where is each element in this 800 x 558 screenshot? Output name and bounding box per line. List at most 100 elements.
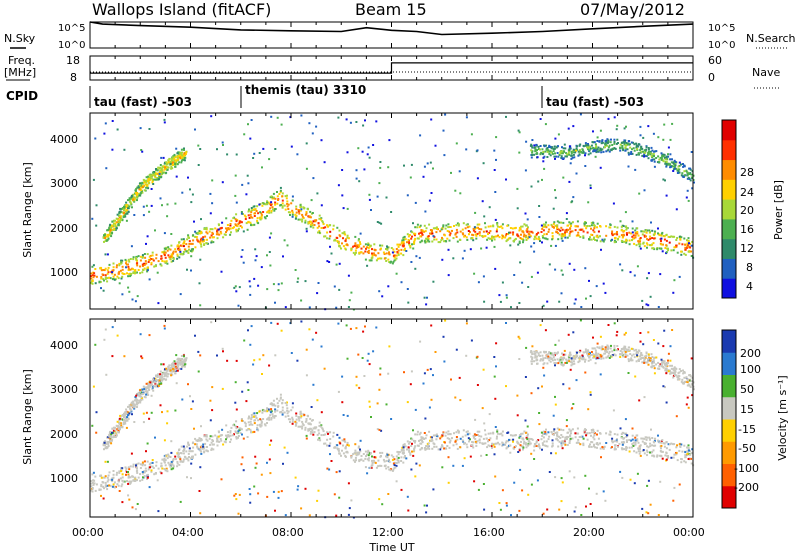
- scatter-cell: [675, 239, 677, 241]
- scatter-cell: [478, 431, 480, 433]
- scatter-cell: [530, 149, 532, 151]
- scatter-cell: [653, 158, 655, 160]
- scatter-cell: [115, 429, 117, 431]
- scatter-cell: [216, 148, 218, 150]
- scatter-cell: [126, 272, 128, 274]
- scatter-cell: [661, 155, 663, 157]
- scatter-cell: [144, 396, 146, 398]
- scatter-cell: [344, 240, 346, 242]
- scatter-cell: [370, 209, 372, 211]
- scatter-cell: [295, 206, 297, 208]
- scatter-cell: [183, 245, 185, 247]
- scatter-cell: [341, 450, 343, 452]
- scatter-cell: [286, 407, 288, 409]
- scatter-cell: [678, 243, 680, 245]
- scatter-cell: [167, 462, 169, 464]
- scatter-cell: [177, 363, 179, 365]
- scatter-cell: [304, 429, 306, 431]
- scatter-cell: [329, 235, 331, 237]
- scatter-cell: [684, 244, 686, 246]
- scatter-cell: [336, 434, 338, 436]
- scatter-cell: [438, 448, 440, 450]
- scatter-cell: [183, 458, 185, 460]
- scatter-cell: [333, 225, 335, 227]
- scatter-cell: [474, 212, 476, 214]
- scatter-cell: [635, 232, 637, 234]
- scatter-cell: [148, 211, 150, 213]
- scatter-cell: [443, 130, 445, 132]
- scatter-cell: [666, 455, 668, 457]
- scatter-cell: [192, 243, 194, 245]
- scatter-cell: [577, 234, 579, 236]
- scatter-cell: [350, 122, 352, 124]
- scatter-cell: [515, 434, 517, 436]
- scatter-cell: [128, 259, 130, 261]
- scatter-cell: [374, 456, 376, 458]
- scatter-cell: [537, 181, 539, 183]
- scatter-cell: [135, 192, 137, 194]
- scatter-cell: [533, 242, 535, 244]
- scatter-cell: [247, 123, 249, 125]
- scatter-cell: [341, 169, 343, 171]
- scatter-cell: [145, 243, 147, 245]
- scatter-cell: [626, 227, 628, 229]
- scatter-cell: [140, 127, 142, 129]
- scatter-cell: [539, 447, 541, 449]
- scatter-cell: [184, 240, 186, 242]
- scatter-cell: [176, 461, 178, 463]
- scatter-cell: [287, 412, 289, 414]
- scatter-cell: [225, 217, 227, 219]
- scatter-cell: [161, 465, 163, 467]
- scatter-cell: [304, 222, 306, 224]
- scatter-cell: [126, 420, 128, 422]
- scatter-cell: [394, 257, 396, 259]
- scatter-cell: [168, 368, 170, 370]
- scatter-cell: [435, 438, 437, 440]
- scatter-cell: [631, 142, 633, 144]
- scatter-cell: [686, 197, 688, 199]
- scatter-cell: [623, 346, 625, 348]
- scatter-cell: [178, 456, 180, 458]
- scatter-cell: [585, 298, 587, 300]
- power-cb-tick-20: 20: [740, 204, 754, 217]
- scatter-cell: [589, 446, 591, 448]
- scatter-cell: [593, 434, 595, 436]
- scatter-cell: [680, 458, 682, 460]
- scatter-cell: [621, 240, 623, 242]
- scatter-cell: [466, 444, 468, 446]
- scatter-cell: [407, 440, 409, 442]
- scatter-cell: [512, 441, 514, 443]
- scatter-cell: [286, 404, 288, 406]
- scatter-cell: [170, 233, 172, 235]
- scatter-cell: [340, 455, 342, 457]
- scatter-cell: [661, 365, 663, 367]
- scatter-cell: [538, 445, 540, 447]
- scatter-cell: [144, 189, 146, 191]
- scatter-cell: [436, 226, 438, 228]
- scatter-cell: [567, 436, 569, 438]
- scatter-cell: [609, 227, 611, 229]
- scatter-cell: [139, 473, 141, 475]
- scatter-cell: [687, 175, 689, 177]
- scatter-cell: [266, 215, 268, 217]
- scatter-cell: [101, 269, 103, 271]
- scatter-cell: [229, 234, 231, 236]
- scatter-cell: [680, 254, 682, 256]
- scatter-cell: [502, 223, 504, 225]
- scatter-cell: [235, 290, 237, 292]
- scatter-cell: [479, 442, 481, 444]
- scatter-cell: [431, 241, 433, 243]
- scatter-cell: [533, 251, 535, 253]
- beam-label: Beam 15: [355, 0, 427, 19]
- scatter-cell: [447, 433, 449, 435]
- scatter-cell: [309, 418, 311, 420]
- scatter-cell: [142, 186, 144, 188]
- scatter-cell: [583, 151, 585, 153]
- scatter-cell: [126, 209, 128, 211]
- scatter-cell: [491, 443, 493, 445]
- scatter-cell: [177, 452, 179, 454]
- scatter-cell: [300, 208, 302, 210]
- scatter-cell: [199, 148, 201, 150]
- scatter-cell: [576, 148, 578, 150]
- scatter-cell: [394, 464, 396, 466]
